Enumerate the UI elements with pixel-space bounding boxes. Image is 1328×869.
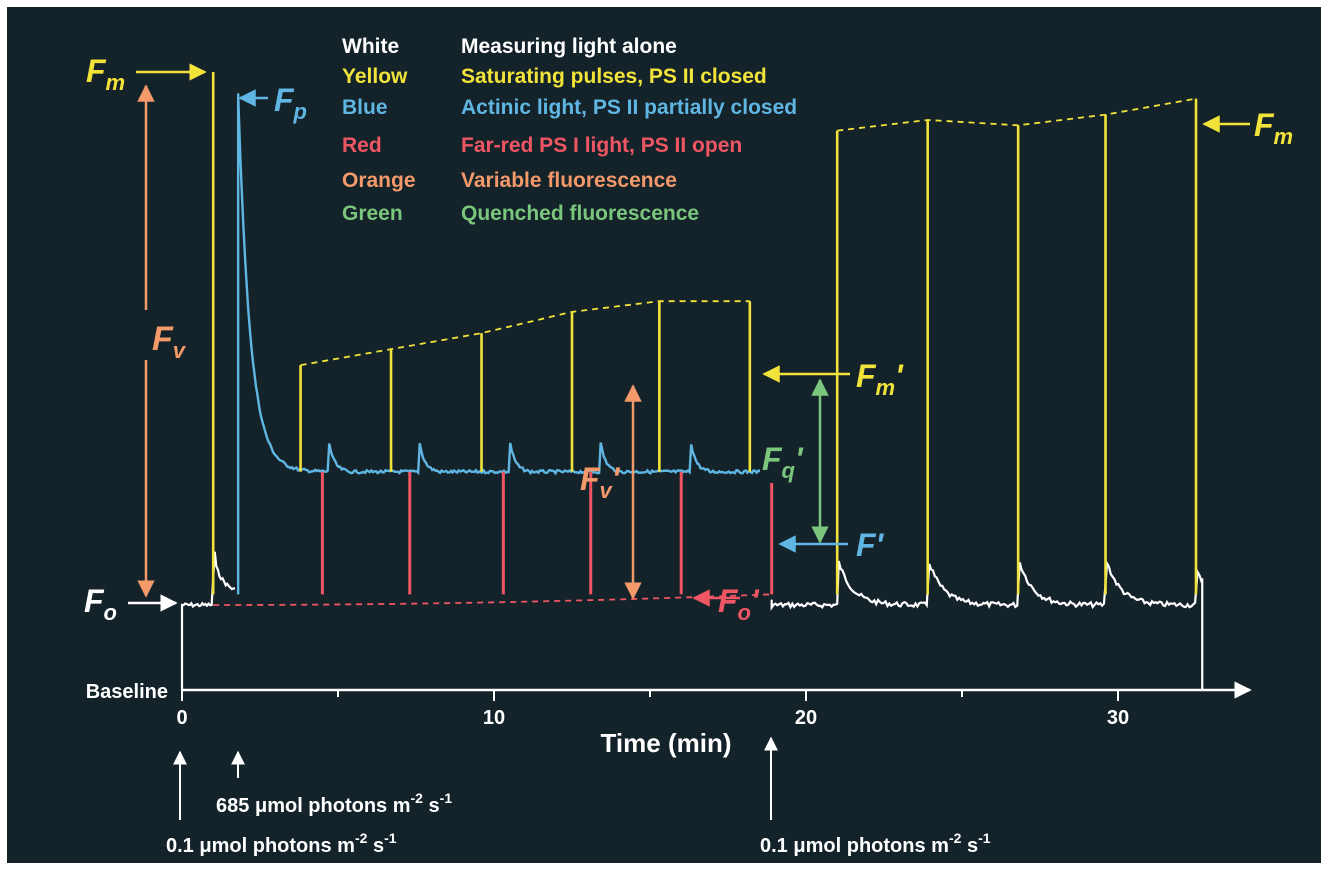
fm-envelope bbox=[837, 97, 1197, 132]
fm-right-label: Fm bbox=[1202, 107, 1293, 149]
svg-text:Fo': Fo' bbox=[718, 583, 760, 625]
x-axis-ticks: 0 10 20 30 bbox=[176, 690, 1129, 729]
trace-white-initial bbox=[180, 551, 236, 690]
svg-text:F': F' bbox=[856, 527, 885, 563]
legend-orange-name: Orange bbox=[342, 169, 416, 192]
x-tick-label: 10 bbox=[483, 707, 505, 729]
fm-left-label: Fm bbox=[86, 53, 207, 95]
legend-green-text: Quenched fluorescence bbox=[461, 202, 699, 225]
legend-yellow-text: Saturating pulses, PS II closed bbox=[461, 65, 767, 88]
svg-text:685 μmol photons m-2 s-1: 685 μmol photons m-2 s-1 bbox=[216, 790, 452, 817]
fm-prime-label: Fm' bbox=[762, 358, 904, 400]
svg-text:Fm: Fm bbox=[86, 53, 125, 95]
svg-text:0.1 μmol photons m-2 s-1: 0.1 μmol photons m-2 s-1 bbox=[166, 830, 397, 857]
trace-white-late bbox=[770, 560, 1204, 690]
fm-prime-envelope bbox=[300, 300, 750, 367]
legend-yellow-name: Yellow bbox=[342, 65, 408, 88]
svg-text:Fq': Fq' bbox=[762, 441, 804, 483]
svg-text:Fv: Fv bbox=[152, 320, 187, 363]
fp-label: Fp bbox=[238, 82, 307, 124]
x-axis: Baseline Time (min) bbox=[86, 681, 1252, 758]
annotation-685: 685 μmol photons m-2 s-1 bbox=[216, 750, 452, 817]
legend-orange-text: Variable fluorescence bbox=[461, 169, 677, 192]
fo-label: Fo bbox=[84, 583, 178, 625]
svg-text:Fm': Fm' bbox=[856, 358, 904, 400]
baseline-label: Baseline bbox=[86, 681, 168, 703]
legend-red-text: Far-red PS I light, PS II open bbox=[461, 134, 742, 157]
x-axis-title: Time (min) bbox=[601, 728, 732, 758]
fo-prime-label: Fo' bbox=[692, 583, 760, 625]
legend-white-name: White bbox=[342, 35, 399, 58]
svg-text:Fm: Fm bbox=[1254, 107, 1293, 149]
fq-prime-arrow: Fq' bbox=[760, 378, 829, 544]
legend-blue-text: Actinic light, PS II partially closed bbox=[461, 96, 797, 119]
f-prime-label: F' bbox=[778, 527, 885, 563]
x-tick-label: 30 bbox=[1107, 707, 1129, 729]
svg-text:Fp: Fp bbox=[274, 82, 307, 124]
legend-green-name: Green bbox=[342, 202, 403, 225]
legend-red-name: Red bbox=[342, 134, 382, 157]
svg-text:Fv': Fv' bbox=[580, 461, 621, 503]
fo-prime-envelope bbox=[213, 593, 772, 606]
annotation-0-1-start: 0.1 μmol photons m-2 s-1 bbox=[166, 750, 397, 857]
annotation-0-1-end: 0.1 μmol photons m-2 s-1 bbox=[760, 736, 991, 857]
legend: White Measuring light alone Yellow Satur… bbox=[342, 35, 797, 225]
trace-blue-actinic bbox=[236, 93, 772, 595]
legend-white-text: Measuring light alone bbox=[461, 35, 677, 58]
x-tick-label: 0 bbox=[176, 707, 187, 729]
x-tick-label: 20 bbox=[795, 707, 817, 729]
fv-prime-arrow: Fv' bbox=[580, 384, 642, 600]
traces bbox=[180, 72, 1204, 690]
legend-blue-name: Blue bbox=[342, 96, 388, 119]
svg-text:0.1 μmol photons m-2 s-1: 0.1 μmol photons m-2 s-1 bbox=[760, 830, 991, 857]
envelopes bbox=[213, 97, 1197, 606]
fv-arrow: Fv bbox=[134, 84, 187, 598]
svg-text:Fo: Fo bbox=[84, 583, 117, 625]
chart-background bbox=[7, 7, 1321, 863]
